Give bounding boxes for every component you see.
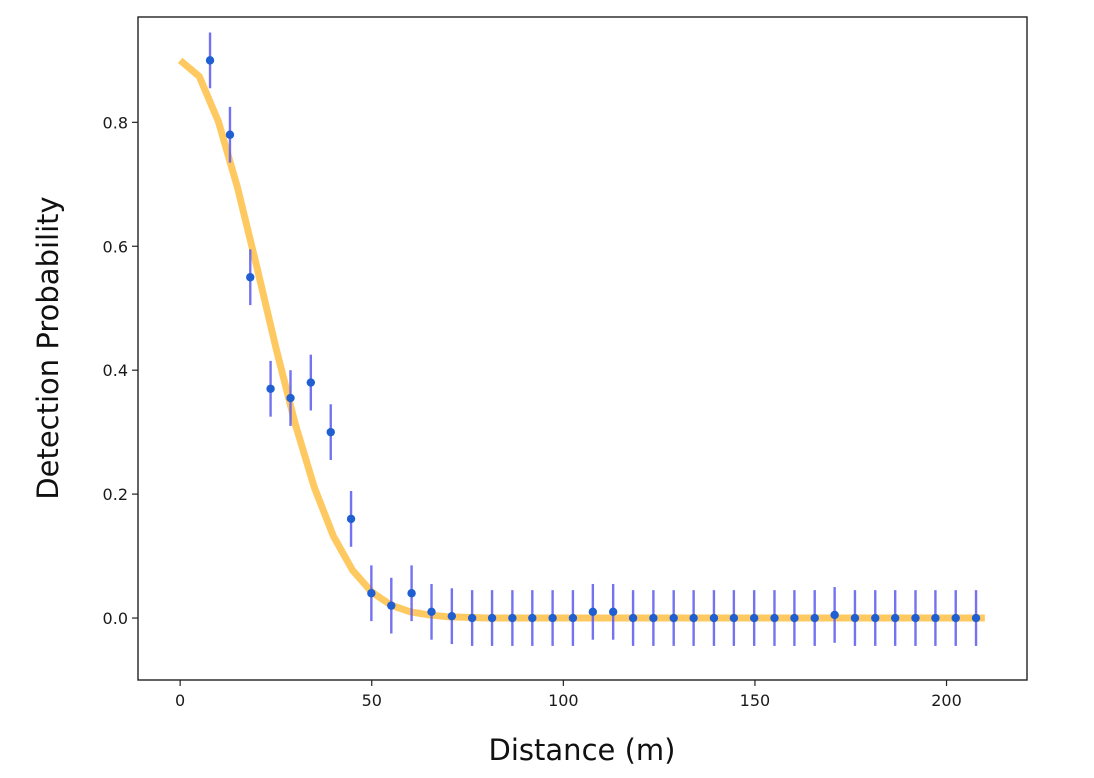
data-point bbox=[407, 589, 416, 598]
x-tick-label: 100 bbox=[548, 691, 579, 710]
data-point bbox=[729, 613, 739, 623]
x-tick-label: 50 bbox=[362, 691, 382, 710]
data-point bbox=[266, 384, 275, 393]
data-point bbox=[286, 393, 295, 403]
data-point bbox=[246, 273, 255, 282]
y-tick-label: 0.6 bbox=[103, 237, 128, 256]
data-points-layer bbox=[205, 32, 981, 646]
data-point bbox=[387, 601, 396, 610]
data-point bbox=[709, 613, 719, 623]
data-point bbox=[749, 613, 759, 623]
x-axis-label: Distance (m) bbox=[489, 733, 676, 767]
data-point bbox=[830, 610, 839, 620]
plot-frame bbox=[137, 16, 1028, 681]
data-point bbox=[367, 589, 376, 598]
data-point bbox=[346, 514, 356, 524]
y-axis: 0.0 0.2 0.4 0.6 0.8 bbox=[103, 113, 138, 628]
data-point bbox=[205, 56, 215, 65]
y-tick-label: 0.8 bbox=[103, 113, 128, 132]
data-point bbox=[608, 607, 618, 617]
data-point bbox=[508, 613, 517, 623]
data-point bbox=[669, 613, 678, 623]
data-point bbox=[689, 613, 698, 623]
data-point bbox=[487, 613, 497, 623]
data-point bbox=[467, 613, 477, 623]
data-point bbox=[810, 613, 819, 623]
x-tick-label: 150 bbox=[740, 691, 771, 710]
x-tick-label: 200 bbox=[931, 691, 962, 710]
data-point bbox=[628, 613, 638, 623]
data-point bbox=[649, 613, 658, 623]
data-point bbox=[568, 613, 578, 623]
data-point bbox=[588, 607, 598, 617]
y-tick-label: 0.0 bbox=[103, 609, 128, 628]
data-point bbox=[770, 613, 779, 623]
data-point bbox=[225, 130, 235, 139]
data-point bbox=[306, 378, 316, 387]
y-axis-label: Detection Probability bbox=[31, 196, 65, 499]
data-point bbox=[528, 613, 537, 623]
data-point bbox=[548, 613, 557, 623]
data-point bbox=[427, 607, 436, 617]
data-point bbox=[790, 613, 799, 623]
data-point bbox=[447, 611, 457, 621]
plot-area bbox=[138, 17, 1027, 680]
data-point bbox=[971, 613, 981, 623]
data-point bbox=[951, 613, 960, 623]
data-point bbox=[850, 613, 860, 623]
y-tick-label: 0.4 bbox=[103, 361, 128, 380]
data-point bbox=[931, 613, 940, 623]
data-point bbox=[326, 427, 335, 437]
x-axis: 0 50 100 150 200 bbox=[175, 680, 962, 710]
data-point bbox=[871, 613, 880, 623]
data-point bbox=[890, 613, 900, 623]
data-point bbox=[911, 613, 920, 623]
y-tick-label: 0.2 bbox=[103, 485, 128, 504]
x-tick-label: 0 bbox=[175, 691, 185, 710]
